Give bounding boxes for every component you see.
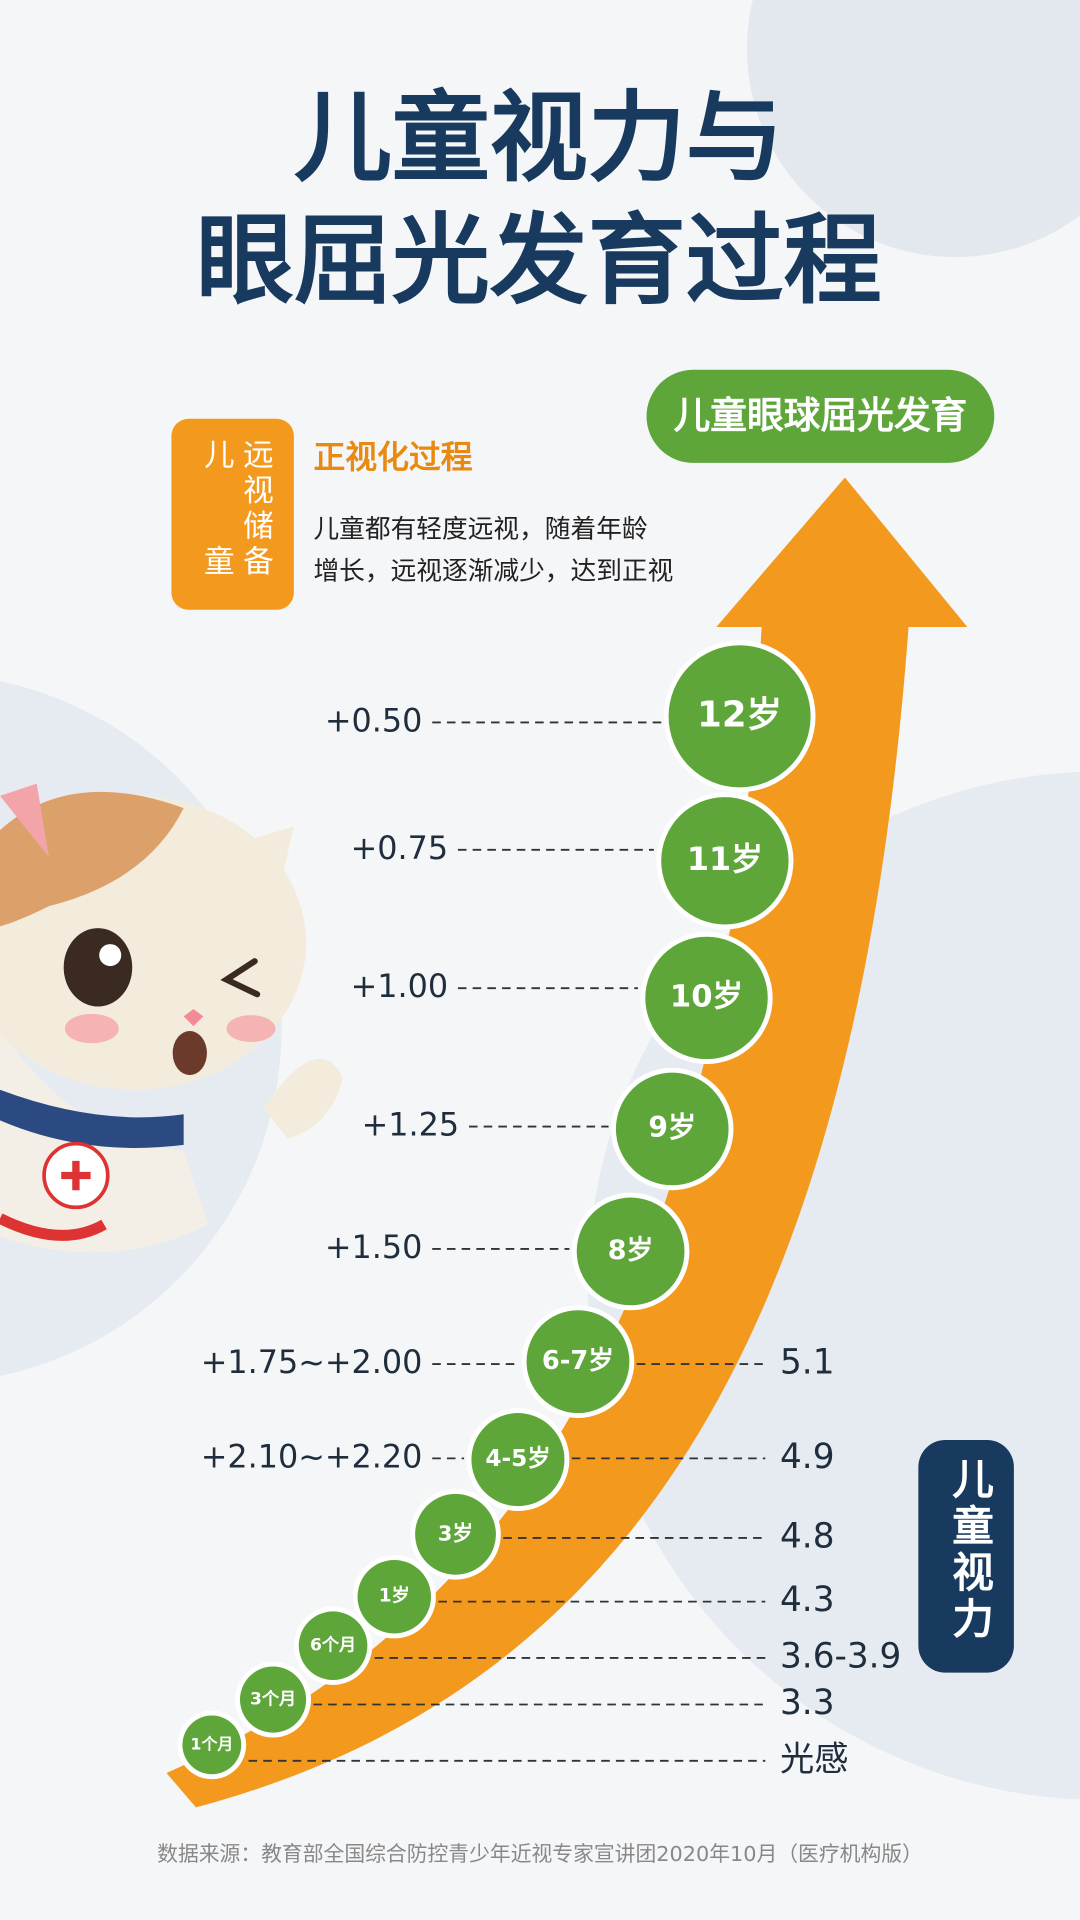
title-line: 儿童视力与 [294, 81, 784, 195]
badge [646, 369, 995, 463]
age-label: 4-5岁 [485, 1445, 550, 1472]
vision-label: 儿童视力 [945, 1457, 994, 1643]
age-label: 11岁 [687, 840, 763, 878]
vision-value: 4.9 [780, 1437, 834, 1477]
side-tag [171, 418, 294, 610]
process-title: 正视化过程 [313, 438, 472, 476]
age-circle [240, 1666, 307, 1733]
process-line: 儿童都有轻度远视，随着年龄 [313, 515, 647, 545]
age-circle [471, 1413, 565, 1507]
age-circle [615, 1072, 729, 1186]
age-circle [668, 645, 811, 788]
stages: 光感 1个月 3.3 3个月 3.6-3.9 6个月 4.3 1岁 4.8 3岁 4.9 +2.10~… [177, 640, 901, 1779]
age-circle [645, 936, 768, 1060]
vision-value: 4.8 [780, 1516, 834, 1556]
refraction-value: +1.25 [362, 1106, 460, 1144]
title-line: 眼屈光发育过程 [196, 204, 882, 318]
age-circle [415, 1493, 496, 1575]
age-circle [298, 1611, 368, 1680]
refraction-value: +2.10~+2.20 [201, 1437, 423, 1475]
age-circle [357, 1560, 432, 1634]
age-circle [182, 1715, 242, 1775]
age-label: 3岁 [438, 1521, 473, 1545]
refraction-value: +1.50 [325, 1228, 423, 1266]
vision-value: 光感 [780, 1739, 849, 1779]
refraction-value: +1.00 [351, 967, 449, 1005]
age-label: 1岁 [379, 1585, 410, 1607]
age-label: 8岁 [608, 1235, 654, 1266]
vision-value: 5.1 [780, 1343, 834, 1383]
vision-value: 3.6-3.9 [780, 1636, 901, 1676]
age-circle [576, 1197, 685, 1306]
vision-value: 3.3 [780, 1683, 834, 1723]
age-label: 10岁 [670, 979, 743, 1014]
vision-value: 4.3 [780, 1580, 834, 1620]
bg-blob [747, 0, 1080, 258]
refraction-value: +1.75~+2.00 [201, 1343, 423, 1381]
age-circle [526, 1310, 630, 1414]
age-label: 12岁 [697, 694, 782, 735]
mascot [0, 783, 343, 1253]
process-line: 增长，远视逐渐减少，达到正视 [313, 556, 673, 586]
age-label: 6-7岁 [542, 1345, 614, 1376]
source: 数据来源：教育部全国综合防控青少年近视专家宣讲团2020年10月（医疗机构版） [157, 1842, 923, 1866]
side-tag-text: 儿童 [198, 438, 234, 651]
refraction-value: +0.75 [351, 829, 449, 867]
age-label: 1个月 [190, 1734, 233, 1753]
age-label: 6个月 [310, 1635, 356, 1656]
vision-label-box [918, 1440, 1014, 1673]
refraction-value: +0.50 [325, 701, 423, 739]
badge-text: 儿童眼球屈光发育 [674, 394, 968, 437]
age-label: 9岁 [648, 1111, 696, 1144]
age-label: 3个月 [250, 1689, 296, 1710]
age-circle [661, 797, 789, 925]
side-tag-text: 远视储备 [237, 438, 273, 580]
